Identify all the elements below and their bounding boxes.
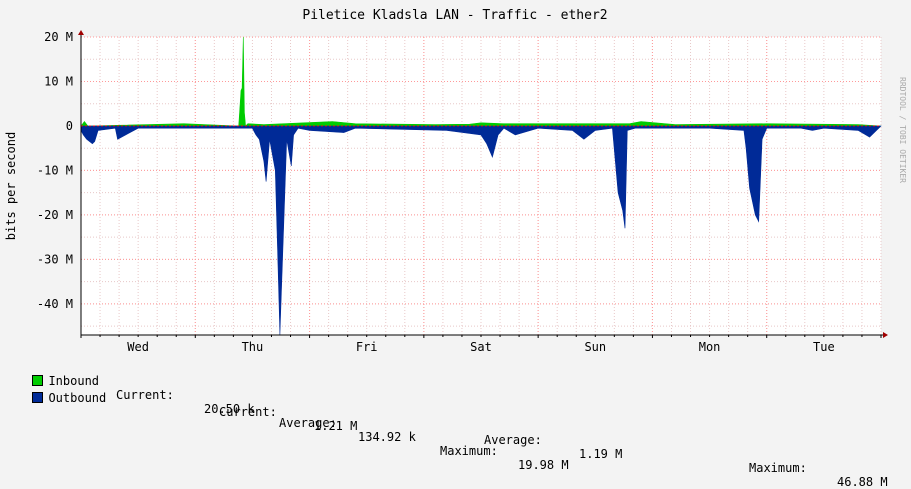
x-tick-label: Wed	[127, 340, 149, 354]
series-area-outbound	[80, 125, 882, 335]
legend-name: Outbound	[48, 391, 107, 405]
legend-name: Inbound	[48, 374, 100, 388]
x-tick-label: Tue	[813, 340, 835, 354]
legend-maximum-label: Maximum:	[749, 461, 807, 475]
legend-average-value: 1.19 M	[579, 447, 623, 461]
legend-current-label: Current:	[219, 405, 277, 419]
legend-current-label: Current:	[116, 388, 174, 402]
x-axis-arrow	[883, 332, 888, 338]
legend-current-value: 1.21 M	[314, 419, 358, 433]
series-area-inbound	[80, 37, 882, 127]
traffic-chart: Piletice Kladsla LAN - Traffic - ether2 …	[4, 8, 907, 354]
watermark: RRDTOOL / TOBI OETIKER	[898, 77, 907, 183]
chart-title: Piletice Kladsla LAN - Traffic - ether2	[302, 8, 607, 23]
axes	[78, 30, 888, 338]
y-tick-label: 10 M	[44, 74, 73, 88]
legend-average-label: Average:	[484, 433, 542, 447]
y-tick-label: -30 M	[37, 252, 73, 266]
y-axis-label: bits per second	[4, 132, 18, 240]
x-tick-label: Fri	[356, 340, 378, 354]
x-tick-label: Sun	[584, 340, 606, 354]
y-tick-labels: 20 M 10 M 0 -10 M -20 M -30 M -40 M	[37, 30, 73, 311]
x-tick-label: Mon	[699, 340, 721, 354]
y-tick-label: -20 M	[37, 208, 73, 222]
y-tick-label: -10 M	[37, 163, 73, 177]
y-axis-arrow	[78, 30, 84, 35]
legend-maximum-value: 46.88 M	[837, 475, 888, 489]
legend-swatch-inbound	[32, 375, 44, 386]
y-tick-label: 20 M	[44, 30, 73, 44]
x-tick-label: Thu	[242, 340, 264, 354]
legend-swatch-outbound	[32, 392, 44, 403]
series-layer	[80, 37, 882, 335]
x-tick-label: Sat	[470, 340, 492, 354]
plot-area	[81, 37, 881, 335]
legend-outbound: Outbound Current: 1.21 M Average: 1.19 M…	[18, 377, 898, 489]
x-tick-labels: Wed Thu Fri Sat Sun Mon Tue	[127, 340, 834, 354]
y-tick-label: 0	[66, 119, 73, 133]
y-tick-label: -40 M	[37, 297, 73, 311]
